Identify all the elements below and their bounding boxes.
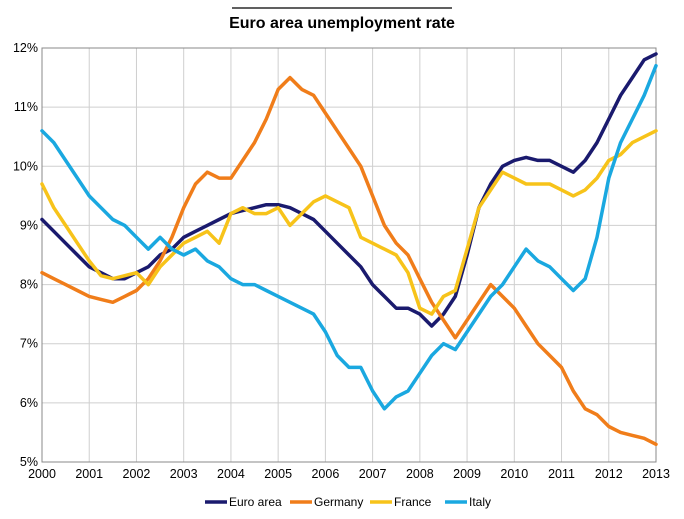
x-tick-label: 2004 <box>217 467 245 481</box>
series-line-euro-area <box>40 52 658 328</box>
x-axis-tick-labels: 2000 2001 2002 2003 2004 2005 2006 2007 2008 2009… <box>28 467 670 481</box>
x-tick-label: 2003 <box>170 467 198 481</box>
y-tick-label: 5% <box>20 455 38 469</box>
plot-area-frame <box>41 47 657 463</box>
x-tick-label: 2010 <box>500 467 528 481</box>
x-tick-label: 2008 <box>406 467 434 481</box>
x-tick-label: 2001 <box>75 467 103 481</box>
x-tick-label: 2000 <box>28 467 56 481</box>
x-tick-label: 2009 <box>453 467 481 481</box>
chart-title: Euro area unemployment rate <box>229 15 455 32</box>
x-tick-label: 2011 <box>548 467 575 481</box>
x-tick-label: 2002 <box>123 467 151 481</box>
x-tick-label: 2005 <box>264 467 292 481</box>
legend-label-france: France <box>394 495 432 509</box>
x-tick-label: 2012 <box>595 467 623 481</box>
y-tick-label: 6% <box>20 396 38 410</box>
legend: Euro area Germany France Italy <box>205 495 491 509</box>
x-tick-label: 2013 <box>642 467 670 481</box>
series-line-italy <box>40 63 658 411</box>
legend-label-germany: Germany <box>314 495 363 509</box>
y-tick-label: 8% <box>20 278 38 292</box>
y-tick-label: 10% <box>13 159 38 173</box>
y-tick-label: 9% <box>20 218 38 232</box>
x-tick-label: 2007 <box>359 467 387 481</box>
y-tick-label: 11% <box>14 100 38 114</box>
legend-label-euro-area: Euro area <box>229 495 282 509</box>
y-tick-label: 7% <box>20 337 38 351</box>
y-axis-tick-labels: 5% 6% 7% 8% 9% 10% 11% 12% <box>13 41 38 469</box>
x-tick-label: 2006 <box>311 467 339 481</box>
legend-label-italy: Italy <box>469 495 491 509</box>
series-line-germany <box>40 75 658 447</box>
series-line-france <box>40 129 658 316</box>
series-lines <box>40 52 658 447</box>
y-tick-label: 12% <box>13 41 38 55</box>
